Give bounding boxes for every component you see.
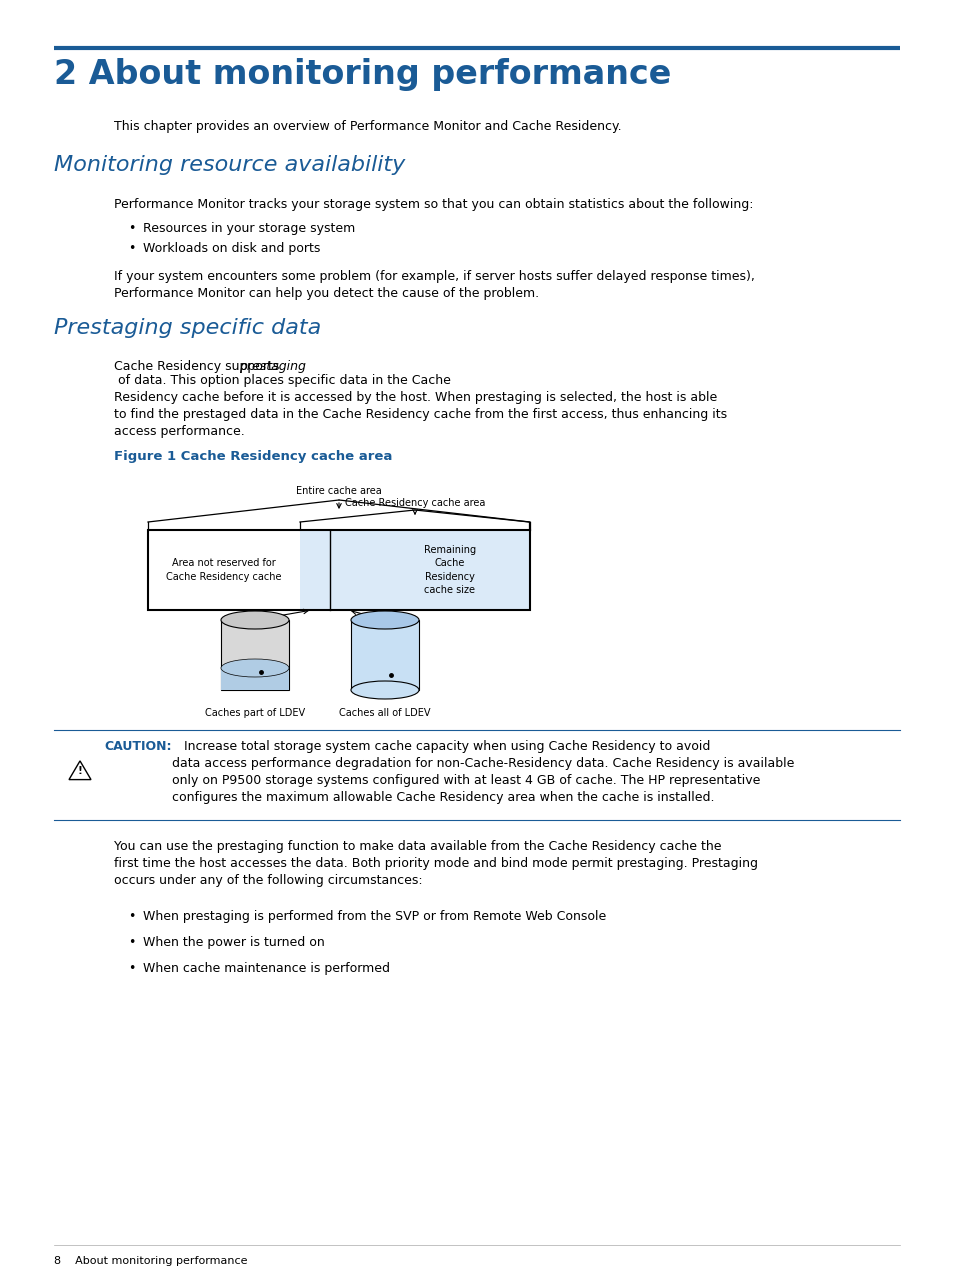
Bar: [299, 530, 530, 610]
Text: Remaining
Cache
Residency
cache size: Remaining Cache Residency cache size: [423, 545, 476, 595]
Text: Cache Residency cache area: Cache Residency cache area: [344, 498, 485, 508]
Text: Figure 1 Cache Residency cache area: Figure 1 Cache Residency cache area: [113, 450, 392, 463]
Text: When cache maintenance is performed: When cache maintenance is performed: [143, 962, 390, 975]
Ellipse shape: [351, 611, 418, 629]
Text: Monitoring resource availability: Monitoring resource availability: [54, 155, 405, 175]
Text: Cache Residency supports: Cache Residency supports: [113, 360, 283, 372]
Bar: [221, 620, 289, 690]
Text: •: •: [128, 962, 135, 975]
Ellipse shape: [351, 681, 418, 699]
Ellipse shape: [221, 658, 289, 677]
Text: When prestaging is performed from the SVP or from Remote Web Console: When prestaging is performed from the SV…: [143, 910, 605, 923]
Bar: [148, 530, 530, 610]
Text: Caches all of LDEV: Caches all of LDEV: [339, 708, 431, 718]
Ellipse shape: [221, 611, 289, 629]
Text: Caches part of LDEV: Caches part of LDEV: [205, 708, 305, 718]
Text: If your system encounters some problem (for example, if server hosts suffer dela: If your system encounters some problem (…: [113, 269, 754, 300]
Text: Increase total storage system cache capacity when using Cache Residency to avoid: Increase total storage system cache capa…: [172, 740, 794, 805]
Text: 8    About monitoring performance: 8 About monitoring performance: [54, 1256, 247, 1266]
Text: CAUTION:: CAUTION:: [104, 740, 172, 752]
Text: •: •: [128, 910, 135, 923]
Text: !: !: [77, 766, 82, 777]
Polygon shape: [69, 761, 91, 779]
Text: prestaging: prestaging: [239, 360, 306, 372]
Bar: [221, 669, 289, 690]
Text: Workloads on disk and ports: Workloads on disk and ports: [143, 241, 320, 255]
Text: Area not reserved for
Cache Residency cache: Area not reserved for Cache Residency ca…: [166, 558, 281, 582]
Text: Prestaging specific data: Prestaging specific data: [54, 318, 321, 338]
Text: When the power is turned on: When the power is turned on: [143, 935, 324, 949]
Bar: [148, 530, 530, 610]
Text: •: •: [128, 241, 135, 255]
Text: You can use the prestaging function to make data available from the Cache Reside: You can use the prestaging function to m…: [113, 840, 758, 887]
Text: •: •: [128, 935, 135, 949]
Text: Entire cache area: Entire cache area: [295, 486, 381, 496]
Text: 2 About monitoring performance: 2 About monitoring performance: [54, 58, 671, 92]
Text: Resources in your storage system: Resources in your storage system: [143, 222, 355, 235]
Text: of data. This option places specific data in the Cache
Residency cache before it: of data. This option places specific dat…: [113, 374, 726, 438]
Text: •: •: [128, 222, 135, 235]
Text: This chapter provides an overview of Performance Monitor and Cache Residency.: This chapter provides an overview of Per…: [113, 119, 621, 133]
Bar: [351, 620, 418, 690]
Text: Performance Monitor tracks your storage system so that you can obtain statistics: Performance Monitor tracks your storage …: [113, 198, 753, 211]
